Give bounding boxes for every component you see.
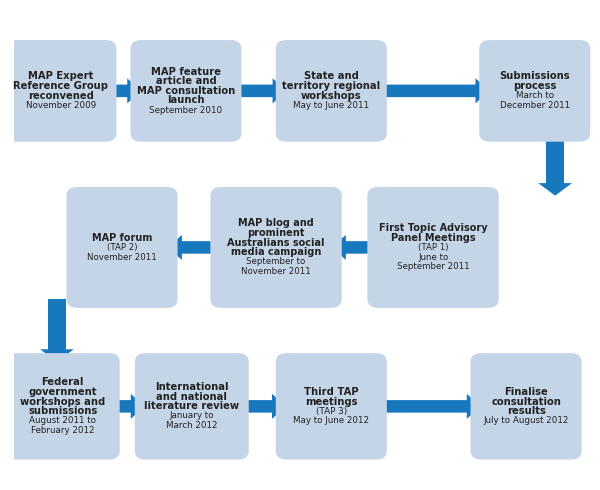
Text: Third TAP: Third TAP xyxy=(304,387,359,397)
FancyBboxPatch shape xyxy=(276,40,387,142)
Text: results: results xyxy=(506,406,545,416)
FancyArrow shape xyxy=(168,235,218,260)
FancyArrow shape xyxy=(109,78,141,103)
Text: May to June 2011: May to June 2011 xyxy=(293,101,370,110)
Text: launch: launch xyxy=(167,96,205,105)
Bar xyxy=(547,133,564,183)
Text: process: process xyxy=(513,81,556,91)
FancyBboxPatch shape xyxy=(211,187,342,308)
Text: MAP feature: MAP feature xyxy=(151,67,221,76)
Text: January to: January to xyxy=(170,412,214,420)
Text: territory regional: territory regional xyxy=(282,81,380,91)
FancyArrow shape xyxy=(332,235,375,260)
Text: media campaign: media campaign xyxy=(231,247,321,257)
Text: March to: March to xyxy=(516,91,554,100)
FancyBboxPatch shape xyxy=(6,353,119,460)
FancyArrow shape xyxy=(234,78,287,103)
FancyArrow shape xyxy=(110,394,145,419)
Text: International: International xyxy=(155,382,229,392)
Text: November 2009: November 2009 xyxy=(26,101,96,110)
Text: (TAP 3): (TAP 3) xyxy=(316,407,347,416)
FancyBboxPatch shape xyxy=(479,40,590,142)
Text: Australians social: Australians social xyxy=(227,238,325,247)
Text: literature review: literature review xyxy=(144,401,239,412)
Text: government: government xyxy=(28,387,97,397)
FancyBboxPatch shape xyxy=(135,353,249,460)
Text: August 2011 to: August 2011 to xyxy=(29,416,96,425)
FancyBboxPatch shape xyxy=(276,353,387,460)
Text: reconvened: reconvened xyxy=(28,91,94,100)
Text: First Topic Advisory: First Topic Advisory xyxy=(379,223,487,233)
Text: meetings: meetings xyxy=(305,396,358,407)
Text: September to: September to xyxy=(247,257,306,267)
Text: September 2010: September 2010 xyxy=(149,106,223,115)
Text: Panel Meetings: Panel Meetings xyxy=(391,233,475,243)
Text: December 2011: December 2011 xyxy=(500,101,570,110)
Text: Finalise: Finalise xyxy=(504,387,548,397)
Text: Reference Group: Reference Group xyxy=(13,81,109,91)
Text: MAP Expert: MAP Expert xyxy=(28,72,94,81)
Text: February 2012: February 2012 xyxy=(31,426,94,435)
Text: consultation: consultation xyxy=(491,396,561,407)
Text: State and: State and xyxy=(304,72,359,81)
FancyArrow shape xyxy=(239,394,286,419)
Text: (TAP 2): (TAP 2) xyxy=(107,243,137,252)
Text: July to August 2012: July to August 2012 xyxy=(484,416,569,425)
Text: submissions: submissions xyxy=(28,406,97,416)
Text: Submissions: Submissions xyxy=(499,72,570,81)
Text: May to June 2012: May to June 2012 xyxy=(293,416,370,425)
Text: September 2011: September 2011 xyxy=(397,262,469,271)
Text: workshops: workshops xyxy=(301,91,362,100)
Text: March 2012: March 2012 xyxy=(166,421,218,430)
FancyArrow shape xyxy=(377,394,481,419)
Text: MAP forum: MAP forum xyxy=(92,233,152,243)
Text: MAP blog and: MAP blog and xyxy=(238,219,314,228)
FancyArrow shape xyxy=(40,347,74,362)
Text: and national: and national xyxy=(157,392,227,402)
Text: Federal: Federal xyxy=(41,377,84,387)
FancyBboxPatch shape xyxy=(5,40,116,142)
FancyBboxPatch shape xyxy=(367,187,499,308)
FancyArrow shape xyxy=(538,181,572,196)
Text: workshops and: workshops and xyxy=(20,396,106,407)
Bar xyxy=(48,299,65,349)
FancyArrow shape xyxy=(380,78,490,103)
Text: November 2011: November 2011 xyxy=(241,267,311,276)
Text: June to: June to xyxy=(418,252,448,262)
FancyBboxPatch shape xyxy=(470,353,581,460)
Text: November 2011: November 2011 xyxy=(87,252,157,262)
FancyBboxPatch shape xyxy=(130,40,241,142)
Text: article and: article and xyxy=(155,76,217,86)
FancyBboxPatch shape xyxy=(67,187,178,308)
Text: prominent: prominent xyxy=(247,228,305,238)
Text: (TAP 1): (TAP 1) xyxy=(418,243,448,252)
Text: MAP consultation: MAP consultation xyxy=(137,86,235,96)
